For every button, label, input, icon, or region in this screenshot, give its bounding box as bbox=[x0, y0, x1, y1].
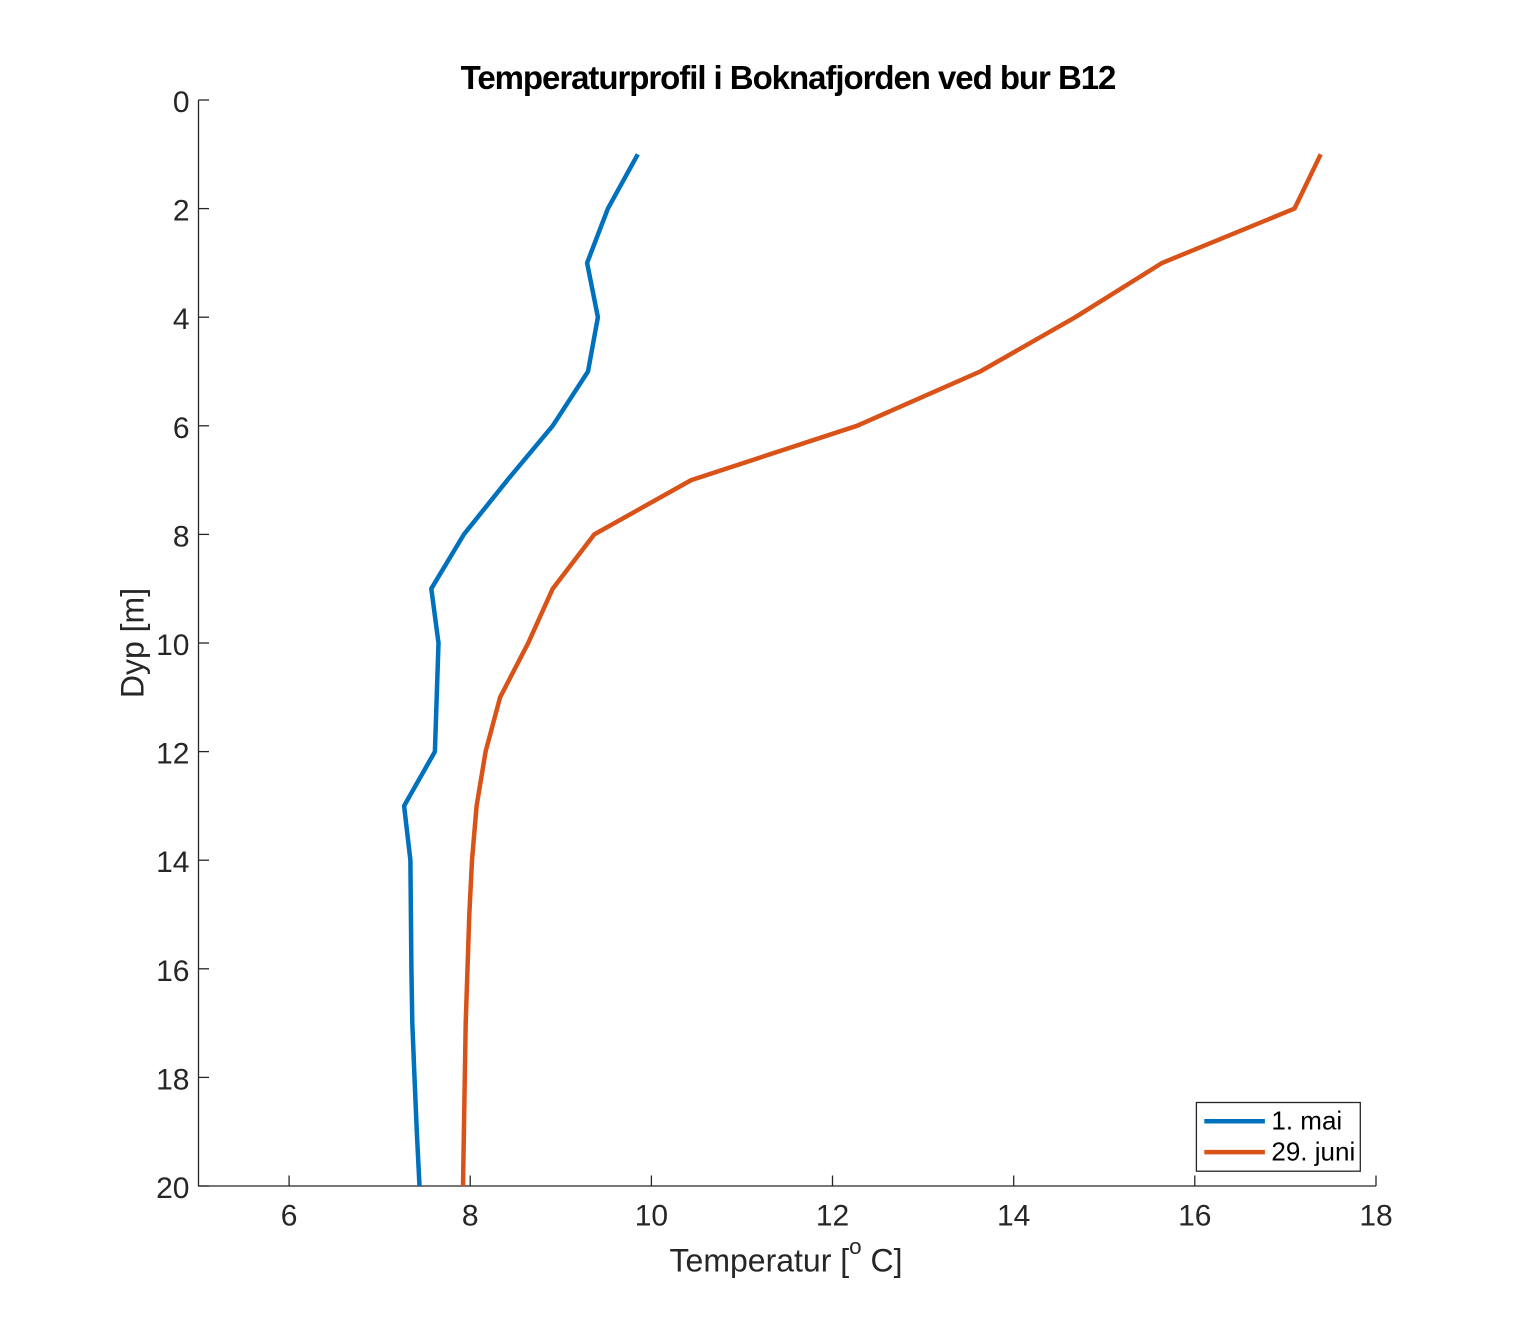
svg-text:16: 16 bbox=[156, 955, 189, 988]
svg-text:29. juni: 29. juni bbox=[1271, 1136, 1355, 1166]
svg-text:20: 20 bbox=[156, 1172, 189, 1205]
svg-text:6: 6 bbox=[281, 1200, 298, 1233]
svg-text:16: 16 bbox=[1178, 1200, 1211, 1233]
svg-text:18: 18 bbox=[1359, 1200, 1392, 1233]
svg-text:8: 8 bbox=[173, 520, 190, 553]
svg-text:0: 0 bbox=[173, 86, 190, 119]
svg-text:2: 2 bbox=[173, 195, 190, 228]
svg-text:10: 10 bbox=[156, 629, 189, 662]
svg-text:18: 18 bbox=[156, 1063, 189, 1096]
svg-text:12: 12 bbox=[156, 738, 189, 771]
svg-text:6: 6 bbox=[173, 412, 190, 445]
svg-text:Dyp [m]: Dyp [m] bbox=[115, 588, 151, 698]
svg-text:14: 14 bbox=[997, 1200, 1030, 1233]
svg-text:1. mai: 1. mai bbox=[1271, 1106, 1342, 1136]
svg-text:4: 4 bbox=[173, 303, 190, 336]
svg-text:8: 8 bbox=[462, 1200, 479, 1233]
svg-text:Temperaturprofil i Boknafjorde: Temperaturprofil i Boknafjorden ved bur … bbox=[461, 59, 1116, 96]
svg-text:14: 14 bbox=[156, 846, 189, 879]
svg-text:12: 12 bbox=[816, 1200, 849, 1233]
svg-text:10: 10 bbox=[635, 1200, 668, 1233]
